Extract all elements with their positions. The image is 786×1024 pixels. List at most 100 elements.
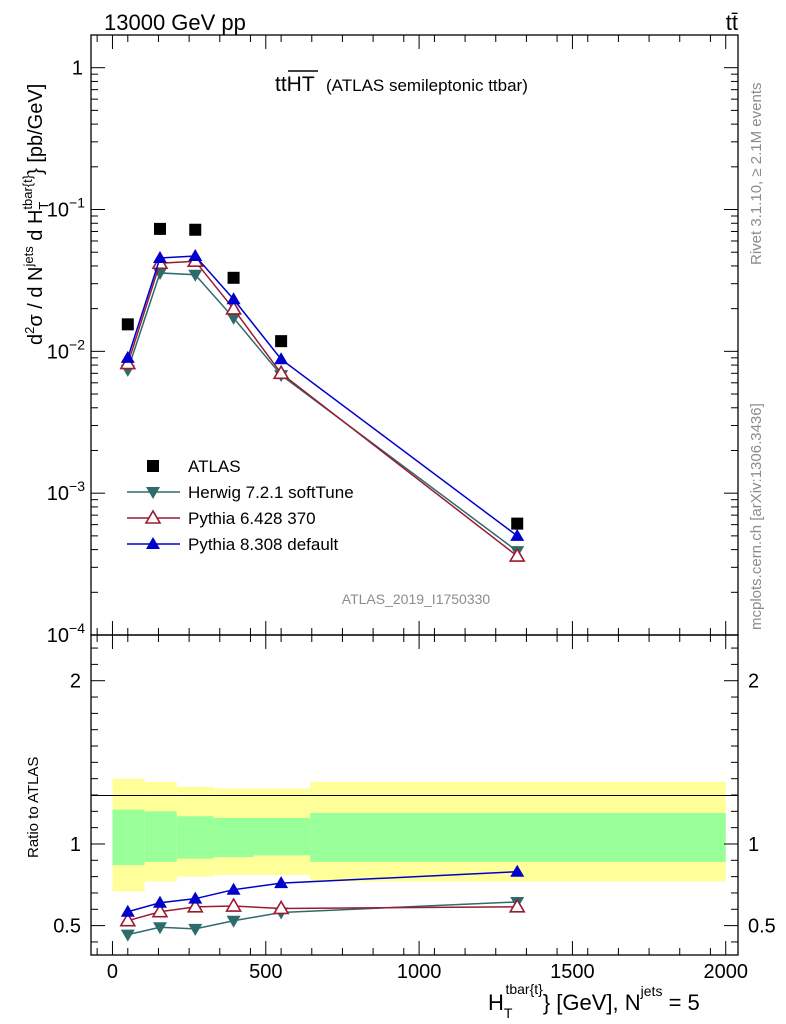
ratio-y-tick-label-right: 1 xyxy=(748,834,759,856)
ratio-point xyxy=(152,922,167,935)
ylabel-sigma: σ / d N xyxy=(25,267,47,327)
legend-label: Herwig 7.2.1 softTune xyxy=(188,483,354,502)
ratio-point xyxy=(119,912,137,927)
x-tick-label: 500 xyxy=(249,961,282,983)
series-line xyxy=(127,272,518,552)
legend-entry: Pythia 8.308 default xyxy=(127,535,339,554)
series-pythia-6-428-370 xyxy=(119,252,526,562)
data-point xyxy=(226,312,241,325)
ratio-line xyxy=(127,870,518,913)
x-tick-label: 1500 xyxy=(550,961,595,983)
xlabel-H: H xyxy=(488,990,504,1015)
ratio-uncertainty-bands xyxy=(112,778,726,892)
ylabel-end: } [pb/GeV] xyxy=(25,84,47,175)
ratio-point xyxy=(120,929,135,942)
ratio-y-tick-label-right: 0.5 xyxy=(748,916,776,938)
ratio-point xyxy=(188,923,203,936)
legend-marker xyxy=(146,487,160,499)
ratio-point xyxy=(510,864,525,877)
xlabel-sup-jets: jets xyxy=(640,983,663,999)
xlabel-sub-T: T xyxy=(504,1005,513,1021)
legend-label: Pythia 6.428 370 xyxy=(188,509,316,528)
ratio-y-axis-label: Ratio to ATLAS xyxy=(25,757,42,858)
green-band-bin xyxy=(310,812,726,862)
legend-label: ATLAS xyxy=(188,457,241,476)
series-line xyxy=(127,255,518,537)
ratio-point xyxy=(120,904,135,917)
data-point xyxy=(508,547,526,562)
data-point xyxy=(188,269,203,282)
main-y-axis-label: d2σ / d Njets d HTtbar{t}} [pb/GeV] xyxy=(20,84,51,345)
data-point xyxy=(152,251,167,264)
series-line xyxy=(127,260,518,557)
ylabel-sup-tbar: tbar{t} xyxy=(20,174,35,209)
ylabel-sub-T: T xyxy=(36,202,51,210)
mcplots-label: mcplots.cern.ch [arXiv:1306.3436] xyxy=(748,403,765,630)
chart-title-main: ttHT xyxy=(275,73,315,96)
legend-marker xyxy=(144,509,162,524)
y-tick-label: 10−4 xyxy=(47,620,85,647)
data-point xyxy=(511,517,524,530)
ratio-point xyxy=(186,898,204,913)
ylabel-d: d xyxy=(25,334,47,345)
x-axis: 0 500 1000 1500 2000 xyxy=(96,35,748,983)
ratio-point xyxy=(226,915,241,928)
ratio-point xyxy=(508,898,526,913)
green-band-bin xyxy=(253,817,311,856)
legend: ATLAS Herwig 7.2.1 softTune Pythia 6.428 3… xyxy=(127,457,354,554)
data-point xyxy=(227,271,240,284)
data-point xyxy=(275,335,288,348)
x-tick-label: 1000 xyxy=(397,961,442,983)
ylabel-sup-jets: jets xyxy=(21,246,36,268)
energy-label: 13000 GeV pp xyxy=(104,10,246,35)
green-band-bin xyxy=(112,809,145,866)
green-band-bin xyxy=(176,816,214,859)
ratio-point xyxy=(274,876,289,889)
y-tick-label: 10−1 xyxy=(47,195,85,222)
green-band-bin xyxy=(213,817,254,858)
series-pythia-8-308-default xyxy=(120,249,525,541)
ratio-point xyxy=(188,891,203,904)
legend-entry: ATLAS xyxy=(147,457,241,476)
data-point xyxy=(510,528,525,541)
green-band-bin xyxy=(144,811,177,862)
ratio-line xyxy=(127,905,518,922)
ratio-y-axis: 0.5 0.5 1 1 2 2 xyxy=(53,647,776,943)
ratio-point xyxy=(152,895,167,908)
ratio-series-pythia-8-308-default xyxy=(120,864,525,917)
svg-text:d2σ / d Njets d HTtbar{t}} [: d2σ / d Njets d HTtbar{t}} [pb/GeV] xyxy=(20,84,51,345)
analysis-watermark: ATLAS_2019_I1750330 xyxy=(342,591,491,607)
xlabel-mid: } [GeV], N xyxy=(543,990,641,1015)
legend-entry: Pythia 6.428 370 xyxy=(127,509,316,528)
legend-marker xyxy=(147,460,159,472)
process-label: tt̄ xyxy=(726,10,738,35)
ratio-point xyxy=(226,882,241,895)
xlabel-sup-tbar: tbar{t} xyxy=(505,981,543,997)
series-atlas xyxy=(121,222,524,530)
x-tick-label: 2000 xyxy=(703,961,748,983)
ratio-line xyxy=(127,901,518,936)
xlabel-end: = 5 xyxy=(662,990,699,1015)
ratio-point xyxy=(225,897,242,912)
y-tick-label: 10−2 xyxy=(47,336,85,363)
x-axis-label: HTtbar{t}} [GeV], Njets = 5 xyxy=(488,981,700,1021)
data-point xyxy=(225,300,242,315)
ratio-y-tick-label: 2 xyxy=(70,671,81,693)
main-series-layer xyxy=(119,222,526,562)
legend-entry: Herwig 7.2.1 softTune xyxy=(127,483,354,502)
ylabel-sup-2: 2 xyxy=(22,327,37,334)
chart-title-sub: (ATLAS semileptonic ttbar) xyxy=(326,76,528,95)
legend-marker xyxy=(146,537,160,549)
data-point xyxy=(272,364,290,380)
ratio-point xyxy=(272,899,290,915)
data-point xyxy=(274,352,289,365)
ylabel-mid: d H xyxy=(25,210,47,247)
data-point xyxy=(189,223,202,236)
rivet-label: Rivet 3.1.10, ≥ 2.1M events xyxy=(748,83,765,266)
data-point xyxy=(120,350,135,363)
ratio-series-layer xyxy=(119,864,526,942)
ratio-series-pythia-6-428-370 xyxy=(119,897,526,927)
legend-label: Pythia 8.308 default xyxy=(188,535,339,554)
data-point xyxy=(188,249,203,262)
